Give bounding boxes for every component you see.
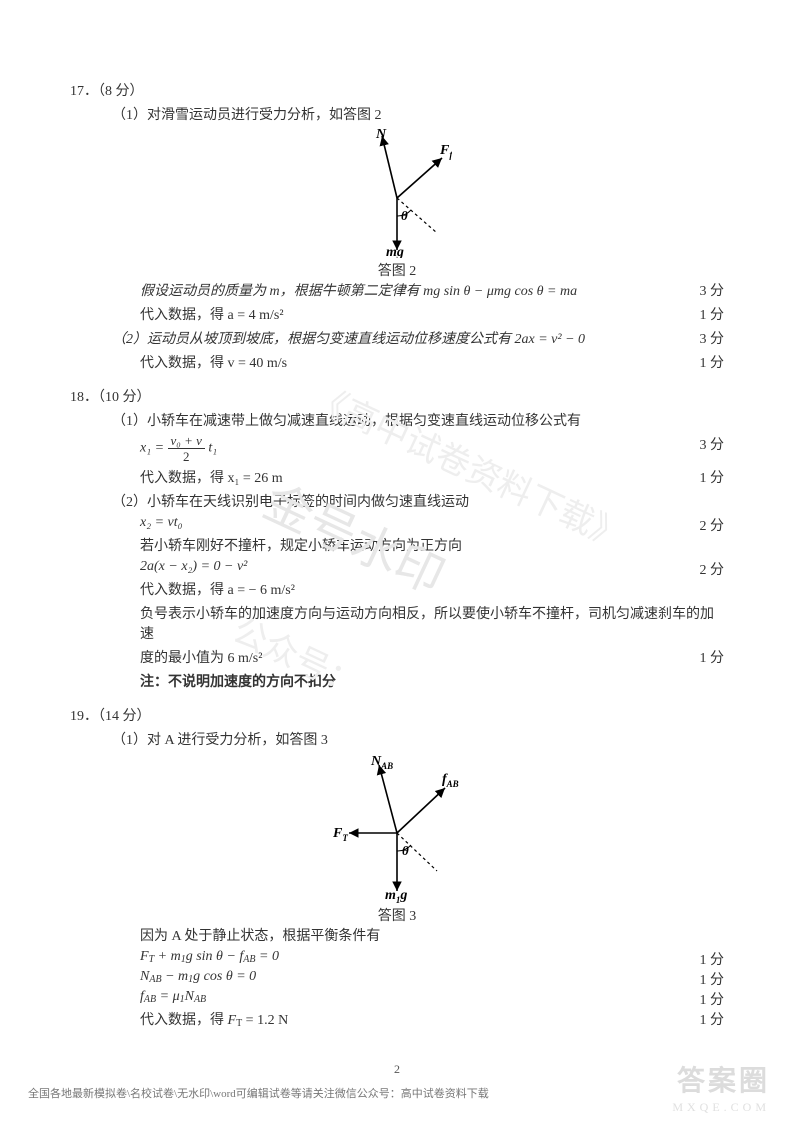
q18-p2-e: 代入数据，得 a = − 6 m/s² <box>70 579 724 599</box>
q18-p2-g-text: 度的最小值为 6 m/s² <box>140 651 262 666</box>
q19-eq-d-text: 代入数据，得 FT = 1.2 N <box>140 1013 288 1028</box>
fig2-label-Ff: F <box>439 143 450 158</box>
question-19: 19．（14 分） （1）对 A 进行受力分析，如答图 3 NAB fAB FT <box>70 705 724 1029</box>
q19-eq-b: NAB − m1g cos θ = 0 1 分 <box>70 969 724 985</box>
q17-part2-a-score: 3 分 <box>700 328 725 348</box>
q18-eq1-right: t₁ <box>208 441 217 456</box>
question-18: 18．（10 分） （1）小轿车在减速带上做匀减速直线运动，根据匀变速直线运动位… <box>70 386 724 691</box>
fig2-label-mg: mg <box>386 245 404 258</box>
q18-p2-d-text: 2a(x − x₂) = 0 − v² <box>140 559 247 574</box>
q19-eq-c-text: fAB = μ1NAB <box>140 989 206 1004</box>
figure-3-svg: NAB fAB FT θ m1g <box>327 753 467 903</box>
q17-line-a: 假设运动员的质量为 m，根据牛顿第二定律有 mg sin θ − μmg cos… <box>70 280 724 300</box>
q18-eq1-left: x₁ = <box>140 441 168 456</box>
fig3-FT: F <box>332 826 343 841</box>
q18-eq1: x₁ = v₀ + v 2 t₁ 3 分 <box>70 434 724 463</box>
question-17: 17．（8 分） （1）对滑雪运动员进行受力分析，如答图 2 N Ff θ mg <box>70 80 724 372</box>
q18-p2-b-text: x₂ = vt₀ <box>140 515 183 530</box>
fig3-fAB-sub: AB <box>446 779 459 789</box>
fig3-NAB-sub: AB <box>380 761 393 771</box>
fig2-label-N: N <box>375 128 387 142</box>
q17-line-b-score: 1 分 <box>700 304 725 324</box>
q18-eq1-den: 2 <box>168 449 205 463</box>
q19-eq-a-text: FT + m1g sin θ − fAB = 0 <box>140 949 279 964</box>
q19-p1-intro: （1）对 A 进行受力分析，如答图 3 <box>70 729 724 749</box>
q19-eq-c: fAB = μ1NAB 1 分 <box>70 989 724 1005</box>
q18-p2-c: 若小轿车刚好不撞杆，规定小轿车运动方向为正方向 <box>70 535 724 555</box>
q17-line-a-score: 3 分 <box>700 280 725 300</box>
svg-text:fAB: fAB <box>442 772 459 789</box>
q18-p2-b: x₂ = vt₀ 2 分 <box>70 515 724 531</box>
q18-p1-b: 代入数据，得 x₁ = 26 m 1 分 <box>70 467 724 487</box>
q19-eq-a: FT + m1g sin θ − fAB = 0 1 分 <box>70 949 724 965</box>
q18-p1-b-text: 代入数据，得 x₁ = 26 m <box>140 471 283 486</box>
q17-line-b: 代入数据，得 a = 4 m/s² 1 分 <box>70 304 724 324</box>
q18-p2-b-score: 2 分 <box>700 515 725 535</box>
q19-eq-b-text: NAB − m1g cos θ = 0 <box>140 969 256 984</box>
fig3-FT-sub: T <box>342 833 348 843</box>
figure-2-container: N Ff θ mg 答图 2 <box>70 128 724 280</box>
q18-eq1-num: v₀ + v <box>168 434 205 449</box>
q18-header: 18．（10 分） <box>70 386 724 406</box>
q19-line-a: 因为 A 处于静止状态，根据平衡条件有 <box>70 925 724 945</box>
page-footer: 全国各地最新模拟卷\名校试卷\无水印\word可编辑试卷等请关注微信公众号：高中… <box>28 1085 489 1101</box>
fig3-theta: θ <box>402 843 409 858</box>
q19-eq-d: 代入数据，得 FT = 1.2 N 1 分 <box>70 1009 724 1029</box>
q17-part2-a: （2）运动员从坡顶到坡底，根据匀变速直线运动位移速度公式有 2ax = v² −… <box>70 328 724 348</box>
q18-p1-intro: （1）小轿车在减速带上做匀减速直线运动，根据匀变速直线运动位移公式有 <box>70 410 724 430</box>
q17-line-a-text: 假设运动员的质量为 m，根据牛顿第二定律有 mg sin θ − μmg cos… <box>140 284 577 299</box>
q18-note: 注：不说明加速度的方向不扣分 <box>70 671 724 691</box>
q18-eq1-score: 3 分 <box>700 434 725 454</box>
q18-p2-d: 2a(x − x₂) = 0 − v² 2 分 <box>70 559 724 575</box>
figure-3-caption: 答图 3 <box>70 905 724 925</box>
q18-p2-a: （2）小轿车在天线识别电子标签的时间内做匀速直线运动 <box>70 491 724 511</box>
q17-part2-b-text: 代入数据，得 v = 40 m/s <box>140 356 287 371</box>
q19-eq-d-score: 1 分 <box>700 1009 725 1029</box>
corner-url: MXQE.COM <box>672 1100 770 1115</box>
fig3-m: m <box>385 888 396 903</box>
page: 金号水印 《高中试卷资料下载》 公众号： 17．（8 分） （1）对滑雪运动员进… <box>0 0 794 1123</box>
q17-line-b-text: 代入数据，得 a = 4 m/s² <box>140 308 284 323</box>
q17-part1-intro: （1）对滑雪运动员进行受力分析，如答图 2 <box>70 104 724 124</box>
q17-header: 17．（8 分） <box>70 80 724 100</box>
q19-eq-a-score: 1 分 <box>700 949 725 969</box>
page-number: 2 <box>0 1062 794 1077</box>
q18-p1-b-score: 1 分 <box>700 467 725 487</box>
fig3-g: g <box>399 888 407 903</box>
q17-part2-b-score: 1 分 <box>700 352 725 372</box>
q17-part2-a-text: （2）运动员从坡顶到坡底，根据匀变速直线运动位移速度公式有 2ax = v² −… <box>112 332 585 347</box>
figure-3-container: NAB fAB FT θ m1g 答图 3 <box>70 753 724 925</box>
q18-p2-g: 度的最小值为 6 m/s² 1 分 <box>70 647 724 667</box>
fig2-label-Ff-sub: f <box>449 150 452 160</box>
q18-p2-f: 负号表示小轿车的加速度方向与运动方向相反，所以要使小轿车不撞杆，司机匀减速刹车的… <box>70 603 724 643</box>
q18-p2-g-score: 1 分 <box>700 647 725 667</box>
q19-eq-b-score: 1 分 <box>700 969 725 989</box>
q18-eq1-frac: v₀ + v 2 <box>168 434 205 463</box>
svg-text:m1g: m1g <box>385 888 407 903</box>
q19-header: 19．（14 分） <box>70 705 724 725</box>
svg-text:FT: FT <box>332 826 348 843</box>
corner-logo: 答案圈 <box>677 1059 770 1099</box>
figure-2-svg: N Ff θ mg <box>342 128 452 258</box>
q19-eq-c-score: 1 分 <box>700 989 725 1009</box>
svg-text:Ff: Ff <box>439 143 452 160</box>
svg-text:NAB: NAB <box>370 754 393 771</box>
q17-part2-b: 代入数据，得 v = 40 m/s 1 分 <box>70 352 724 372</box>
figure-2-caption: 答图 2 <box>70 260 724 280</box>
fig2-label-theta: θ <box>401 208 408 223</box>
q18-p2-d-score: 2 分 <box>700 559 725 579</box>
